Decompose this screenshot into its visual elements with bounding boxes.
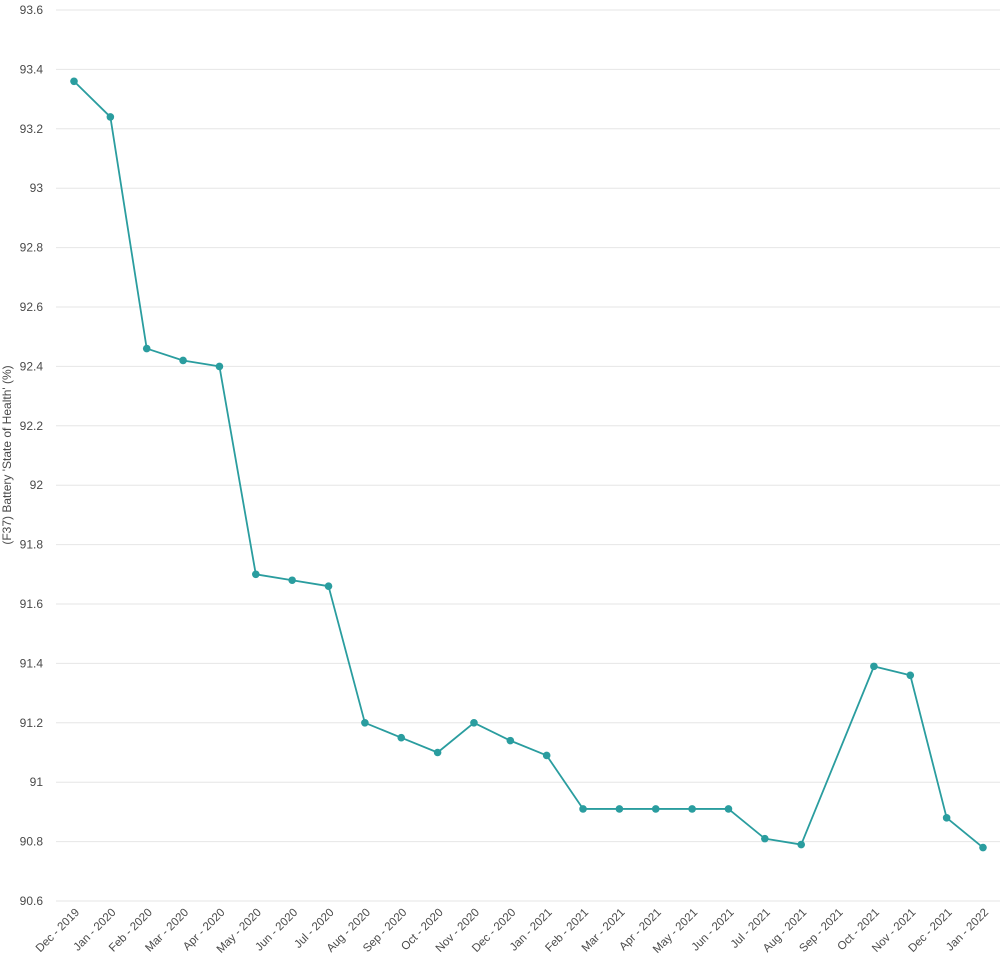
- data-point[interactable]: [979, 843, 987, 852]
- data-point[interactable]: [688, 805, 696, 813]
- y-tick-label: 90.8: [20, 835, 44, 849]
- data-point[interactable]: [651, 805, 660, 813]
- data-point[interactable]: [797, 840, 805, 849]
- grid-lines: [56, 9, 1000, 902]
- data-point[interactable]: [906, 671, 915, 680]
- data-point[interactable]: [215, 362, 224, 371]
- data-point[interactable]: [361, 719, 369, 727]
- data-point[interactable]: [433, 748, 442, 757]
- y-tick-label: 91.2: [20, 716, 44, 730]
- data-point[interactable]: [870, 662, 878, 671]
- data-point[interactable]: [470, 719, 478, 727]
- data-point[interactable]: [724, 805, 733, 813]
- data-point[interactable]: [142, 344, 151, 353]
- y-tick-label: 92.8: [20, 241, 44, 255]
- data-point[interactable]: [106, 113, 115, 121]
- data-point[interactable]: [252, 570, 260, 579]
- data-point[interactable]: [761, 834, 769, 843]
- y-tick-label: 92.2: [20, 419, 44, 433]
- y-axis-ticks: 90.6 90.8 91 91.2 91.4 91.6 91.8 92 92.2 92.4 92.6…: [20, 3, 44, 908]
- data-point[interactable]: [542, 751, 551, 760]
- series-points: [70, 77, 987, 852]
- series-line-group: [73, 80, 984, 849]
- series-line: [73, 80, 984, 849]
- data-point[interactable]: [179, 356, 187, 365]
- y-tick-label: 91.6: [20, 597, 44, 611]
- y-tick-label: 93: [30, 181, 44, 195]
- y-tick-label: 92.4: [20, 359, 44, 373]
- data-point[interactable]: [397, 733, 406, 742]
- y-tick-label: 93.2: [20, 122, 44, 136]
- y-tick-label: 93.4: [20, 62, 44, 76]
- y-tick-label: 92.6: [20, 300, 44, 314]
- y-tick-label: 91.8: [20, 538, 44, 552]
- data-point[interactable]: [70, 77, 78, 86]
- y-tick-label: 90.6: [20, 894, 44, 908]
- y-axis-label: (F37) Battery 'State of Health' (%): [0, 365, 14, 544]
- data-point[interactable]: [288, 576, 296, 585]
- y-tick-label: 92: [30, 478, 44, 492]
- data-point[interactable]: [942, 814, 951, 822]
- data-point[interactable]: [506, 736, 515, 745]
- data-point[interactable]: [324, 582, 333, 590]
- y-tick-label: 91: [30, 775, 44, 789]
- data-point[interactable]: [615, 805, 624, 813]
- y-tick-label: 93.6: [20, 3, 44, 17]
- y-tick-label: 91.4: [20, 656, 44, 670]
- data-point[interactable]: [579, 805, 587, 813]
